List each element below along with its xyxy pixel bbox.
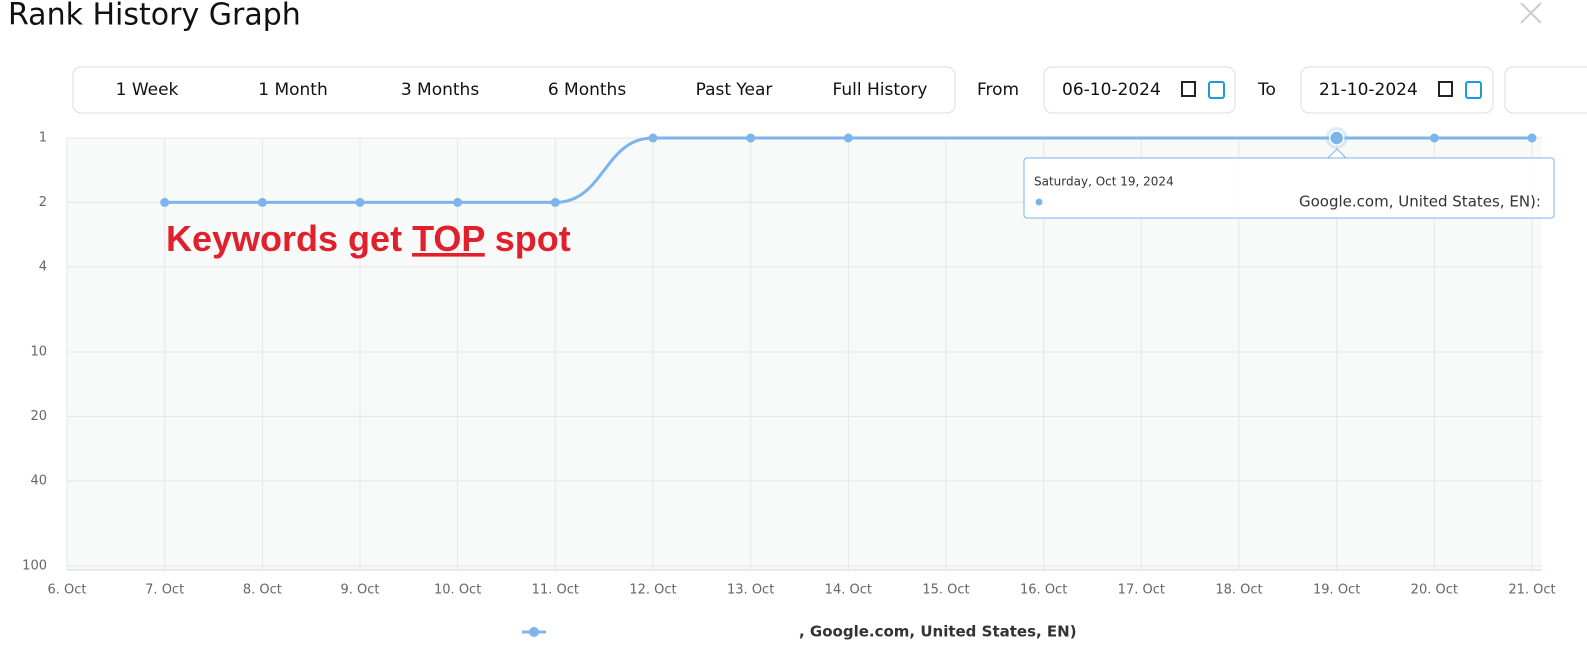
series-line xyxy=(164,136,849,204)
from-date: 06-10-2024 xyxy=(1062,80,1161,100)
to-date-input[interactable] xyxy=(1300,66,1494,114)
x-tick-label: 14. Oct xyxy=(825,583,872,598)
y-tick-label: 2 xyxy=(39,195,47,210)
y-tick-label: 40 xyxy=(30,473,47,488)
x-tick-label: 10. Oct xyxy=(434,583,481,598)
dialog-title: Rank History Graph xyxy=(8,0,301,33)
annotation-part: Keywords get xyxy=(166,218,412,259)
point[interactable] xyxy=(1527,133,1537,143)
tooltip xyxy=(1023,157,1555,219)
range-button[interactable]: 1 Month xyxy=(258,80,328,100)
to-label: To xyxy=(1257,80,1276,100)
x-tick-label: 6. Oct xyxy=(47,583,86,598)
point[interactable] xyxy=(550,197,560,207)
point[interactable] xyxy=(355,197,365,207)
native-calendar-icon[interactable] xyxy=(1181,81,1196,97)
x-tick-label: 9. Oct xyxy=(340,583,379,598)
point[interactable] xyxy=(257,197,267,207)
tooltip-pointer xyxy=(1327,148,1347,159)
y-tick-label: 100 xyxy=(22,559,47,574)
x-tick-label: 13. Oct xyxy=(727,583,774,598)
x-tick-label: 12. Oct xyxy=(629,583,676,598)
legend-label[interactable]: , Google.com, United States, EN) xyxy=(799,623,1077,641)
close-button[interactable] xyxy=(1520,2,1542,24)
to-date: 21-10-2024 xyxy=(1319,80,1418,100)
from-label: From xyxy=(977,80,1019,100)
point[interactable] xyxy=(746,133,756,143)
native-calendar-icon[interactable] xyxy=(1438,81,1453,97)
point[interactable] xyxy=(1429,133,1439,143)
y-tick-label: 4 xyxy=(39,259,47,274)
tooltip-text: Google.com, United States, EN): 1 xyxy=(1299,193,1555,211)
x-tick-label: 19. Oct xyxy=(1313,583,1360,598)
from-date-input[interactable] xyxy=(1043,66,1236,114)
range-button[interactable]: 1 Week xyxy=(116,80,179,100)
x-tick-label: 21. Oct xyxy=(1508,583,1555,598)
range-button[interactable]: 6 Months xyxy=(548,80,627,100)
annotation: Keywords get TOP spot xyxy=(166,218,571,259)
y-tick-label: 1 xyxy=(39,131,47,146)
point[interactable] xyxy=(453,197,463,207)
y-tick-label: 10 xyxy=(30,345,47,360)
y-tick-label: 20 xyxy=(30,409,47,424)
point[interactable] xyxy=(648,133,658,143)
tooltip-date: Saturday, Oct 19, 2024 xyxy=(1034,175,1174,189)
range-button[interactable]: 3 Months xyxy=(401,80,480,100)
point[interactable] xyxy=(160,197,170,207)
x-tick-label: 11. Oct xyxy=(532,583,579,598)
x-tick-label: 7. Oct xyxy=(145,583,184,598)
point[interactable] xyxy=(843,133,853,143)
tooltip-dot xyxy=(1035,198,1043,206)
x-tick-label: 20. Oct xyxy=(1411,583,1458,598)
submit-button[interactable] xyxy=(1504,66,1587,114)
x-tick-label: 8. Oct xyxy=(243,583,282,598)
x-tick-label: 15. Oct xyxy=(922,583,969,598)
calendar-icon[interactable] xyxy=(1208,81,1225,99)
legend-symbol xyxy=(529,627,539,637)
x-tick-label: 17. Oct xyxy=(1118,583,1165,598)
range-button[interactable]: Full History xyxy=(833,80,928,100)
range-button[interactable]: Past Year xyxy=(696,80,773,100)
point[interactable] xyxy=(1328,130,1345,146)
x-tick-label: 16. Oct xyxy=(1020,583,1067,598)
annotation-part: TOP xyxy=(412,218,485,259)
calendar-icon[interactable] xyxy=(1465,81,1482,99)
annotation-part: spot xyxy=(485,218,571,259)
range-button-group xyxy=(72,66,956,114)
x-tick-label: 18. Oct xyxy=(1215,583,1262,598)
